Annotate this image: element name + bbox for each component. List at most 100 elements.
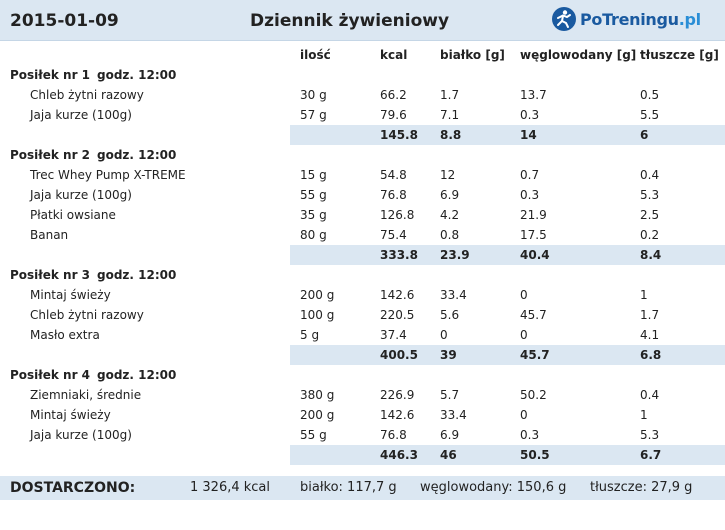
food-name: Trec Whey Pump X-TREME — [30, 168, 186, 182]
food-kcal: 126.8 — [380, 208, 415, 222]
food-row: Trec Whey Pump X-TREME 15 g 54.8 12 0.7 … — [0, 165, 725, 185]
meal-subtotal-row: 400.5 39 45.7 6.8 — [0, 345, 725, 365]
food-kcal: 54.8 — [380, 168, 407, 182]
food-name: Banan — [30, 228, 69, 242]
food-fat: 1.7 — [640, 308, 660, 322]
subtotal-kcal: 400.5 — [380, 348, 418, 362]
meal-header: Posiłek nr 4 godz. 12:00 — [0, 365, 725, 385]
subtotal-carbs: 45.7 — [520, 348, 550, 362]
food-fat: 1 — [640, 288, 648, 302]
food-kcal: 37.4 — [380, 328, 407, 342]
food-qty: 35 g — [300, 208, 327, 222]
subtotal-carbs: 40.4 — [520, 248, 550, 262]
food-fat: 5.5 — [640, 108, 660, 122]
food-row: Płatki owsiane 35 g 126.8 4.2 21.9 2.5 — [0, 205, 725, 225]
food-carbs: 0.7 — [520, 168, 540, 182]
food-fat: 2.5 — [640, 208, 660, 222]
food-protein: 5.6 — [440, 308, 460, 322]
food-row: Mintaj świeży 200 g 142.6 33.4 0 1 — [0, 285, 725, 305]
food-kcal: 79.6 — [380, 108, 407, 122]
summary-protein: białko: 117,7 g — [300, 480, 397, 495]
food-name: Ziemniaki, średnie — [30, 388, 142, 402]
food-fat: 5.3 — [640, 428, 660, 442]
food-carbs: 21.9 — [520, 208, 547, 222]
food-fat: 0.4 — [640, 168, 660, 182]
food-name: Masło extra — [30, 328, 100, 342]
food-kcal: 142.6 — [380, 288, 415, 302]
food-fat: 1 — [640, 408, 648, 422]
food-kcal: 142.6 — [380, 408, 415, 422]
column-header-kcal: kcal — [380, 48, 408, 62]
food-qty: 80 g — [300, 228, 327, 242]
food-name: Jaja kurze (100g) — [30, 428, 132, 442]
food-carbs: 0 — [520, 288, 528, 302]
food-kcal: 226.9 — [380, 388, 415, 402]
subtotal-protein: 39 — [440, 348, 457, 362]
food-name: Płatki owsiane — [30, 208, 116, 222]
food-protein: 0 — [440, 328, 448, 342]
food-kcal: 76.8 — [380, 188, 407, 202]
food-protein: 7.1 — [440, 108, 460, 122]
food-fat: 0.4 — [640, 388, 660, 402]
meal-time: godz. 12:00 — [97, 148, 177, 162]
meal-name: Posiłek nr 3 — [10, 268, 91, 282]
meal-time: godz. 12:00 — [97, 368, 177, 382]
food-protein: 6.9 — [440, 188, 460, 202]
food-carbs: 0.3 — [520, 188, 540, 202]
food-qty: 30 g — [300, 88, 327, 102]
meal-subtotal-row: 333.8 23.9 40.4 8.4 — [0, 245, 725, 265]
meal-name: Posiłek nr 4 — [10, 368, 91, 382]
food-protein: 33.4 — [440, 408, 467, 422]
meal-time: godz. 12:00 — [97, 68, 177, 82]
food-row: Jaja kurze (100g) 57 g 79.6 7.1 0.3 5.5 — [0, 105, 725, 125]
meal-subtotal-row: 446.3 46 50.5 6.7 — [0, 445, 725, 465]
food-carbs: 17.5 — [520, 228, 547, 242]
food-qty: 57 g — [300, 108, 327, 122]
meal-header: Posiłek nr 1 godz. 12:00 — [0, 65, 725, 85]
column-header-fat: tłuszcze [g] — [640, 48, 719, 62]
column-headers: ilość kcal białko [g] węglowodany [g] tł… — [0, 45, 725, 65]
brand-logo[interactable]: PoTreningu.pl — [551, 5, 701, 33]
subtotal-kcal: 446.3 — [380, 448, 418, 462]
subtotal-fat: 6.7 — [640, 448, 662, 462]
subtotal-carbs: 50.5 — [520, 448, 550, 462]
food-fat: 5.3 — [640, 188, 660, 202]
food-protein: 6.9 — [440, 428, 460, 442]
food-carbs: 45.7 — [520, 308, 547, 322]
food-qty: 100 g — [300, 308, 335, 322]
food-name: Mintaj świeży — [30, 288, 111, 302]
column-header-carbs: węglowodany [g] — [520, 48, 637, 62]
food-row: Chleb żytni razowy 100 g 220.5 5.6 45.7 … — [0, 305, 725, 325]
subtotal-protein: 8.8 — [440, 128, 462, 142]
food-protein: 0.8 — [440, 228, 460, 242]
food-kcal: 66.2 — [380, 88, 407, 102]
header-bar: 2015-01-09 Dziennik żywieniowy PoTrening… — [0, 0, 725, 41]
food-kcal: 76.8 — [380, 428, 407, 442]
diary-date: 2015-01-09 — [10, 11, 119, 31]
summary-bar: DOSTARCZONO: 1 326,4 kcal białko: 117,7 … — [0, 476, 725, 500]
food-row: Banan 80 g 75.4 0.8 17.5 0.2 — [0, 225, 725, 245]
subtotal-kcal: 145.8 — [380, 128, 418, 142]
summary-kcal: 1 326,4 kcal — [190, 480, 271, 495]
food-carbs: 13.7 — [520, 88, 547, 102]
page-title: Dziennik żywieniowy — [250, 11, 450, 31]
food-carbs: 0.3 — [520, 428, 540, 442]
food-qty: 5 g — [300, 328, 320, 342]
summary-carbs: węglowodany: 150,6 g — [420, 480, 567, 495]
food-carbs: 0 — [520, 408, 528, 422]
food-name: Chleb żytni razowy — [30, 88, 144, 102]
meal-subtotal-row: 145.8 8.8 14 6 — [0, 125, 725, 145]
meal-name: Posiłek nr 1 — [10, 68, 91, 82]
meal-name: Posiłek nr 2 — [10, 148, 91, 162]
food-qty: 15 g — [300, 168, 327, 182]
summary-label: DOSTARCZONO: — [10, 480, 136, 496]
logo-text: PoTreningu.pl — [580, 9, 701, 29]
food-fat: 0.5 — [640, 88, 660, 102]
subtotal-carbs: 14 — [520, 128, 537, 142]
food-name: Jaja kurze (100g) — [30, 188, 132, 202]
food-carbs: 0.3 — [520, 108, 540, 122]
subtotal-protein: 23.9 — [440, 248, 470, 262]
food-row: Mintaj świeży 200 g 142.6 33.4 0 1 — [0, 405, 725, 425]
food-qty: 200 g — [300, 288, 335, 302]
food-protein: 12 — [440, 168, 456, 182]
